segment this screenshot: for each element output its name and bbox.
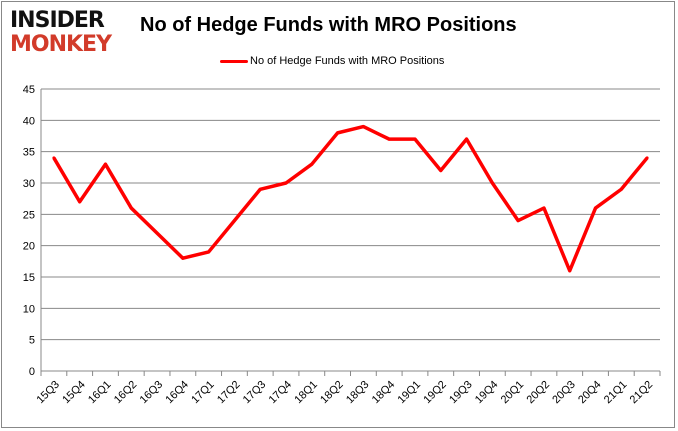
x-tick-label: 20Q4 [576, 379, 604, 407]
y-tick-label: 35 [23, 147, 35, 159]
data-point [336, 131, 340, 135]
x-tick-label: 15Q4 [60, 379, 88, 407]
data-point [387, 137, 391, 141]
y-tick-label: 25 [23, 209, 35, 221]
legend-label: No of Hedge Funds with MRO Positions [250, 55, 445, 67]
data-point [619, 187, 623, 191]
data-point [129, 206, 133, 210]
x-tick-label: 18Q2 [318, 379, 346, 407]
data-point [490, 181, 494, 185]
data-point [594, 206, 598, 210]
legend-swatch [220, 59, 248, 63]
y-tick-label: 0 [29, 366, 35, 378]
data-point [78, 200, 82, 204]
data-point [181, 256, 185, 260]
x-tick-label: 20Q3 [550, 379, 578, 407]
x-tick-label: 15Q3 [34, 379, 62, 407]
x-tick-label: 16Q2 [112, 379, 140, 407]
x-tick-label: 16Q4 [163, 379, 191, 407]
x-tick-label: 17Q4 [267, 379, 295, 407]
series-line [52, 124, 649, 273]
data-point [439, 168, 443, 172]
y-tick-label: 45 [23, 84, 35, 96]
x-tick-label: 16Q3 [138, 379, 166, 407]
x-tick-label: 18Q4 [370, 379, 398, 407]
x-tick-label: 19Q1 [396, 379, 424, 407]
data-point [232, 219, 236, 223]
data-point [516, 219, 520, 223]
x-tick-label: 17Q2 [215, 379, 243, 407]
x-tick-label: 16Q1 [86, 379, 114, 407]
data-point [310, 162, 314, 166]
y-tick-label: 40 [23, 115, 35, 127]
x-tick-label: 20Q2 [525, 379, 553, 407]
legend: No of Hedge Funds with MRO Positions [220, 55, 444, 67]
x-tick-label: 18Q3 [344, 379, 372, 407]
y-tick-label: 10 [23, 303, 35, 315]
y-tick-label: 15 [23, 272, 35, 284]
data-point [207, 250, 211, 254]
x-tick-label: 17Q3 [241, 379, 269, 407]
data-point [465, 137, 469, 141]
x-tick-label: 18Q1 [292, 379, 320, 407]
x-tick-label: 21Q2 [628, 379, 656, 407]
x-tick-label: 17Q1 [189, 379, 217, 407]
logo-line2: MONKEY [10, 32, 112, 57]
y-tick-label: 5 [29, 335, 35, 347]
x-tick-label: 20Q1 [499, 379, 527, 407]
data-point [645, 156, 649, 160]
data-point [568, 269, 572, 273]
data-point [52, 156, 56, 160]
logo-line1: INSIDER [10, 8, 105, 33]
data-point [155, 231, 159, 235]
x-tick-label: 19Q2 [421, 379, 449, 407]
x-tick-label: 21Q1 [602, 379, 630, 407]
data-point [413, 137, 417, 141]
data-point [258, 187, 262, 191]
chart-title: No of Hedge Funds with MRO Positions [140, 14, 517, 36]
data-point [542, 206, 546, 210]
x-tick-label: 19Q3 [447, 379, 475, 407]
y-tick-label: 20 [23, 241, 35, 253]
data-point [284, 181, 288, 185]
y-tick-label: 30 [23, 178, 35, 190]
x-tick-label: 19Q4 [473, 379, 501, 407]
data-point [361, 125, 365, 129]
data-point [103, 162, 107, 166]
insider-monkey-logo: INSIDER MONKEY [10, 8, 128, 57]
